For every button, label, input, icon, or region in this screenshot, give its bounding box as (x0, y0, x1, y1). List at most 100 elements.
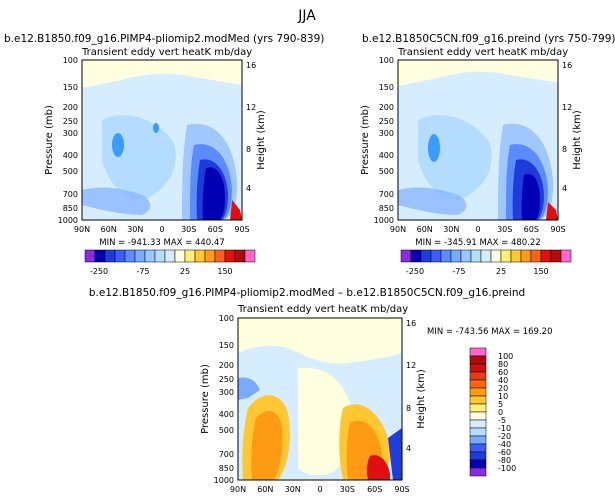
panel-3-ytick-right: 12 (406, 361, 416, 370)
panel-3-colorbar-label: 100 (498, 352, 513, 361)
panel-1-positive-patch (230, 200, 242, 220)
panel-1-colorbar: -250 -75 25 150 (84, 249, 256, 276)
panel-1-colorbar-label: 150 (217, 267, 232, 276)
panel-2-xtick: 0 (475, 225, 480, 234)
panel-2-ytick: 1000 (374, 216, 394, 225)
panel-3-colorbar-label: 40 (498, 376, 508, 385)
panel-1-low-band (82, 187, 151, 215)
panel-1-xtick: 60N (101, 225, 117, 234)
panel-1-ytick: 500 (63, 167, 78, 176)
panel-1-sh-core (202, 167, 225, 220)
panel-2-blob-nh (428, 134, 440, 162)
panel-2-ytick: 100 (379, 56, 394, 65)
panel-1-ytick: 200 (63, 103, 78, 112)
panel-3-ytick: 400 (219, 410, 234, 419)
panel-3-xtick: 90N (230, 485, 246, 494)
panel-3-colorbar-label: -100 (498, 464, 516, 473)
panel-1-ytick: 400 (63, 151, 78, 160)
panel-2-positive-patch (546, 202, 558, 220)
panel-1-colorbar-label: 25 (180, 267, 190, 276)
panel-2-sh-core (521, 173, 540, 220)
panel-3-xtick: 60N (257, 485, 273, 494)
panel-2-xticks: 90N 60N 30N 0 30S 60S 90S (390, 225, 566, 234)
panel-2-ytick-right: 12 (562, 103, 572, 112)
panel-3-ytick: 200 (219, 361, 234, 370)
panel-3-yticks-right: 16 12 8 4 (406, 319, 416, 453)
panel-2-neutral-top (398, 60, 558, 86)
panel-2-ytick: 300 (379, 129, 394, 138)
panel-2-colorbar-label: -75 (452, 267, 465, 276)
panel-3-ytick: 850 (219, 464, 234, 473)
panel-3-ytick: 100 (219, 314, 234, 323)
panel-2-xtick: 60S (524, 225, 539, 234)
panel-2-subtitle: Transient eddy vert heatK mb/day (397, 47, 568, 58)
panel-3-xtick: 30N (285, 485, 301, 494)
panel-2-low-band (398, 187, 467, 215)
panel-3-colorbar: 100 80 60 40 20 10 5 0 -5 -10 -20 -40 -6… (469, 347, 516, 477)
panel-1-ytick-right: 4 (246, 184, 251, 193)
panel-3-colorbar-label: 5 (498, 400, 503, 409)
panel-1-ylabel-right: Height (km) (256, 110, 267, 170)
panel-3-nh-warm-core (251, 411, 283, 480)
panel-1-ytick-right: 16 (246, 61, 256, 70)
panel-2-xtick: 30S (497, 225, 512, 234)
panel-2-xtick: 90S (550, 225, 565, 234)
panel-3-ytick: 150 (219, 341, 234, 350)
panel-3-xtick: 30S (340, 485, 355, 494)
panel-2-xtick: 90N (390, 225, 406, 234)
panel-2-ytick: 500 (379, 167, 394, 176)
panel-1-xtick: 30N (127, 225, 143, 234)
panel-3-title: b.e12.B1850.f09_g16.PIMP4-pliomip2.modMe… (89, 287, 525, 299)
panel-3-ytick: 500 (219, 426, 234, 435)
panel-1-blob-eq (153, 123, 159, 133)
panel-2-ylabel: Pressure (mb) (360, 105, 371, 175)
panel-3-colorbar-label: -40 (498, 440, 511, 449)
panel-1-xticks: 90N 60N 30N 0 30S 60S 90S (74, 225, 250, 234)
panel-2-colorbar: -250 -75 25 150 (400, 249, 572, 276)
panel-1-yticks-right: 16 12 8 4 (246, 61, 256, 193)
panel-3-ytick-right: 8 (406, 404, 411, 413)
panel-1-xtick: 60S (208, 225, 223, 234)
panel-1-xtick: 0 (159, 225, 164, 234)
panel-2-yticks: 100 150 200 250 300 400 500 700 850 1000 (374, 56, 394, 225)
panel-3-ytick: 1000 (214, 476, 234, 485)
panel-2-xtick: 30N (443, 225, 459, 234)
panel-3-ytick: 700 (219, 450, 234, 459)
figure-title: JJA (297, 8, 316, 24)
panel-3-yticks: 100 150 200 250 300 400 500 700 850 1000 (214, 314, 234, 485)
panel-2-ytick-right: 8 (562, 145, 567, 154)
panel-2-title: b.e12.B1850C5CN.f09_g16.preind (yrs 750-… (362, 33, 615, 45)
panel-1-ytick: 100 (63, 56, 78, 65)
panel-2-ytick: 250 (379, 117, 394, 126)
panel-2-colorbar-label: -250 (406, 267, 424, 276)
panel-1-blob-nh (112, 133, 124, 157)
panel-3-colorbar-label: -20 (498, 432, 511, 441)
panel-2-frame (397, 59, 559, 221)
panel-1-xtick: 30S (181, 225, 196, 234)
panel-3-subtitle: Transient eddy vert heatK mb/day (237, 304, 408, 315)
panel-1-colorbar-label: -250 (90, 267, 108, 276)
panel-1-neutral-top (82, 60, 242, 88)
panel-2-ytick: 200 (379, 103, 394, 112)
panel-2-xtick: 60N (417, 225, 433, 234)
panel-2-ytick-right: 16 (562, 61, 572, 70)
panel-3-frame (237, 317, 403, 481)
panel-2-ytick: 700 (379, 190, 394, 199)
panel-1-xtick: 90N (74, 225, 90, 234)
panel-3-colorbar-label: 0 (498, 408, 503, 417)
panel-3-ylabel: Pressure (mb) (200, 364, 211, 434)
panel-2-ytick: 150 (379, 83, 394, 92)
panel-3: b.e12.B1850.f09_g16.PIMP4-pliomip2.modMe… (89, 287, 553, 494)
panel-3-stats: MIN = -743.56 MAX = 169.20 (427, 327, 552, 337)
panel-1-ytick-right: 12 (246, 103, 256, 112)
panel-3-ytick: 300 (219, 388, 234, 397)
panel-3-polar-neg (388, 428, 402, 480)
panel-3-ytick-right: 16 (406, 319, 416, 328)
panel-1-frame (81, 59, 243, 221)
panel-3-xtick: 0 (317, 485, 322, 494)
panel-3-colorbar-label: -60 (498, 448, 511, 457)
panel-1-yticks: 100 150 200 250 300 400 500 700 850 1000 (58, 56, 78, 225)
panel-2-ytick: 850 (379, 204, 394, 213)
panel-3-colorbar-label: 60 (498, 368, 508, 377)
